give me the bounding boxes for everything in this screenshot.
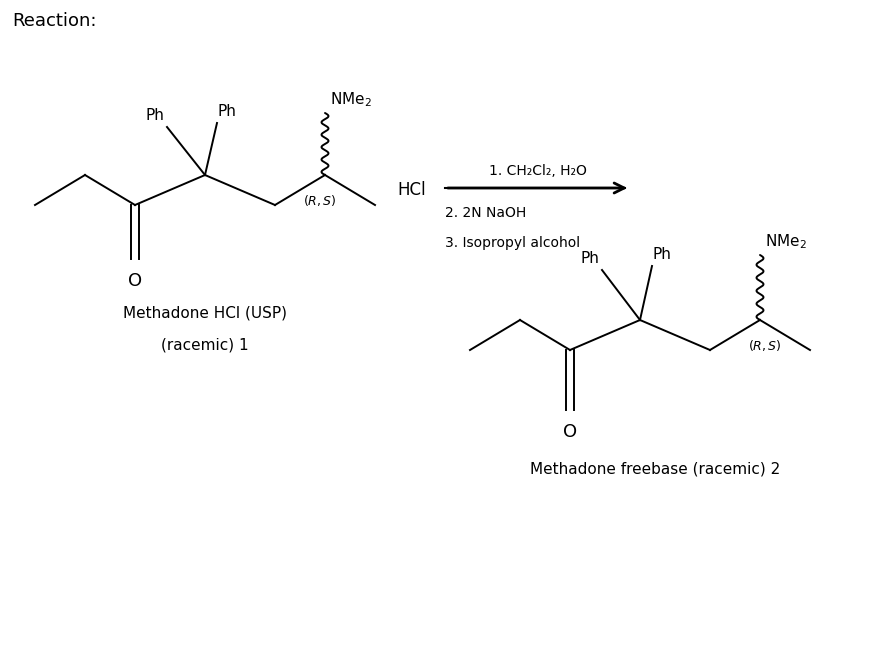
Text: Ph: Ph — [145, 108, 165, 123]
Text: O: O — [128, 272, 142, 290]
Text: 3. Isopropyl alcohol: 3. Isopropyl alcohol — [445, 236, 580, 250]
Text: (racemic) 1: (racemic) 1 — [161, 338, 249, 353]
Text: NMe$_2$: NMe$_2$ — [765, 232, 806, 251]
Text: Ph: Ph — [652, 247, 671, 262]
Text: Methadone HCl (USP): Methadone HCl (USP) — [123, 305, 287, 320]
Text: NMe$_2$: NMe$_2$ — [330, 90, 372, 109]
Text: 2. 2N NaOH: 2. 2N NaOH — [445, 206, 526, 220]
Text: O: O — [563, 423, 577, 441]
Text: HCl: HCl — [397, 181, 426, 199]
Text: Ph: Ph — [581, 251, 599, 266]
Text: $(R,S)$: $(R,S)$ — [748, 338, 782, 353]
Text: $(R,S)$: $(R,S)$ — [303, 193, 337, 208]
Text: Reaction:: Reaction: — [12, 12, 97, 30]
Text: Ph: Ph — [218, 104, 237, 119]
Text: 1. CH₂Cl₂, H₂O: 1. CH₂Cl₂, H₂O — [488, 164, 587, 178]
Text: Methadone freebase (racemic) 2: Methadone freebase (racemic) 2 — [530, 462, 780, 477]
